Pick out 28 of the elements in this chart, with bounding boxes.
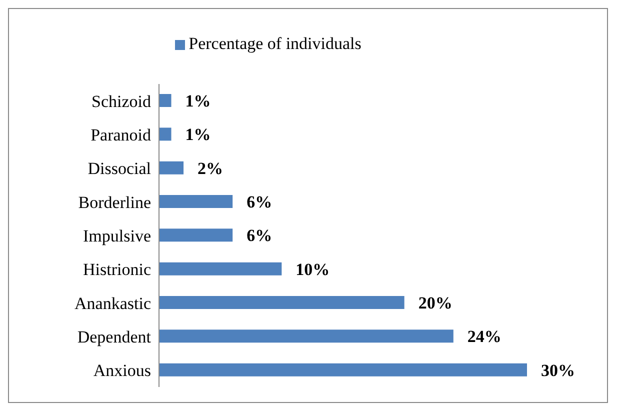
data-label: 6% [246, 192, 272, 212]
bar [159, 228, 233, 242]
bar [159, 363, 527, 376]
data-label: 2% [198, 158, 224, 178]
bar [159, 94, 172, 107]
y-tick-label: Impulsive [83, 226, 151, 246]
y-tick-label: Histrionic [83, 260, 152, 280]
y-tick-label: Dissocial [88, 159, 152, 178]
bar [159, 296, 404, 309]
bar [159, 330, 454, 343]
bar [159, 128, 172, 141]
legend-label: Percentage of individuals [188, 34, 362, 53]
y-tick-label: Anxious [93, 361, 151, 380]
bar [159, 161, 184, 174]
y-tick-label: Dependent [77, 328, 152, 347]
y-tick-label: Paranoid [90, 126, 152, 145]
bar [159, 262, 282, 276]
data-label: 1% [185, 92, 211, 110]
bar [159, 195, 233, 208]
data-label: 20% [418, 294, 452, 312]
y-tick-label: Borderline [78, 192, 151, 212]
data-label: 24% [467, 327, 502, 346]
data-label: 30% [541, 360, 575, 380]
y-tick-label: Anankastic [74, 294, 152, 313]
data-label: 1% [185, 125, 211, 144]
data-label: 6% [246, 226, 272, 246]
data-label: 10% [296, 260, 330, 279]
y-tick-label: Schizoid [92, 92, 152, 111]
